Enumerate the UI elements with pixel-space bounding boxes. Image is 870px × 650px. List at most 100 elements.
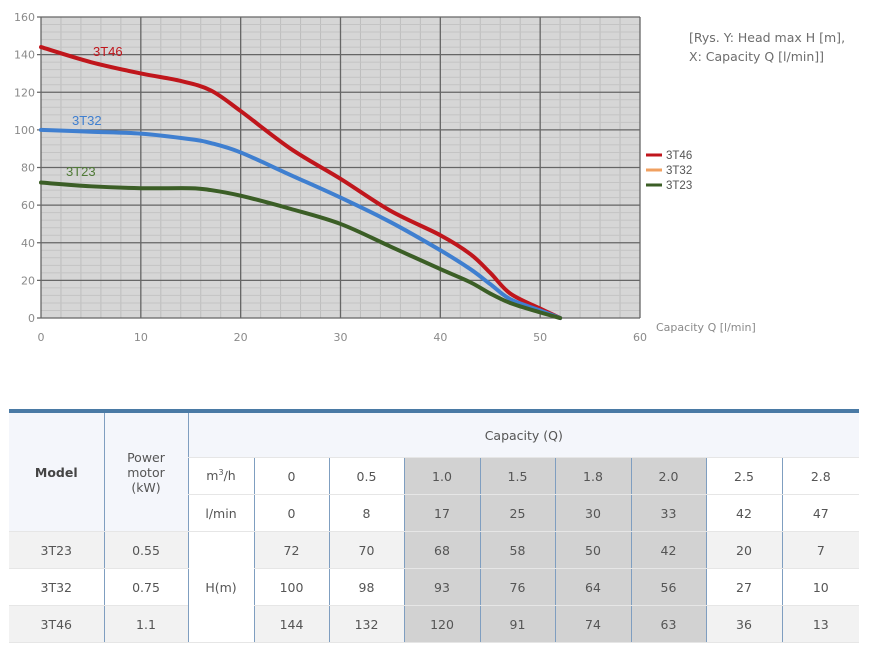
head-value: 20 (705, 531, 782, 569)
lmin-row: l/min 0 8 17 25 30 33 42 47 (9, 494, 860, 532)
spec-table: Model Power motor (kW) Capacity (Q) m3/h… (9, 409, 860, 643)
x-tick-label: 20 (234, 331, 248, 344)
curve-label-3T23: 3T23 (66, 164, 96, 179)
y-tick-label: 140 (14, 49, 35, 62)
x-tick-label: 50 (533, 331, 547, 344)
major-grid (37, 16, 641, 319)
power-header: Power motor (kW) (103, 411, 188, 532)
lmin-value: 8 (328, 494, 404, 532)
y-tick-label: 120 (14, 86, 35, 99)
head-value: 100 (253, 568, 329, 606)
legend-label-3T46: 3T46 (666, 150, 692, 162)
y-tick-label: 160 (14, 11, 35, 24)
y-axis-ticks: 0 20 40 60 80 100 120 140 160 (14, 11, 35, 325)
head-value: 42 (630, 531, 706, 569)
m3h-value: 1.8 (554, 457, 631, 495)
x-tick-label: 10 (134, 331, 148, 344)
power-cell: 1.1 (103, 605, 188, 643)
m3h-value: 1.5 (479, 457, 555, 495)
head-value: 64 (554, 568, 631, 606)
power-header-line: motor (127, 464, 165, 480)
model-cell: 3T32 (9, 568, 104, 606)
m3h-value: 2.0 (630, 457, 706, 495)
power-cell: 0.55 (103, 531, 188, 569)
unit-rest: /h (223, 468, 236, 484)
head-value: 93 (403, 568, 480, 606)
pump-curve-chart: 0 20 40 60 80 100 120 140 160 0 10 20 30 40 50 60 3T46… (14, 11, 756, 344)
x-axis-ticks: 0 10 20 30 40 50 60 (38, 331, 648, 344)
lmin-value: 47 (781, 494, 860, 532)
series-line-3T23 (39, 180, 563, 320)
head-value: 58 (479, 531, 555, 569)
m3h-value: 0.5 (328, 457, 404, 495)
y-tick-label: 20 (21, 274, 35, 287)
m3h-value: 0 (253, 457, 329, 495)
series-line-3T32 (39, 127, 563, 320)
y-tick-label: 0 (28, 312, 35, 325)
y-tick-label: 40 (21, 237, 35, 250)
head-value: 70 (328, 531, 404, 569)
head-value: 56 (630, 568, 706, 606)
m3h-value: 2.8 (781, 457, 860, 495)
head-value: 10 (781, 568, 860, 606)
lmin-value: 30 (554, 494, 631, 532)
head-value: 63 (630, 605, 706, 643)
y-tick-label: 60 (21, 199, 35, 212)
power-header-line: (kW) (131, 479, 161, 495)
head-value: 27 (705, 568, 782, 606)
m3h-value: 2.5 (705, 457, 782, 495)
caption-line-1: [Rys. Y: Head max H [m], (689, 30, 846, 45)
head-value: 132 (328, 605, 404, 643)
model-cell: 3T46 (9, 605, 104, 643)
power-cell: 0.75 (103, 568, 188, 606)
y-tick-label: 80 (21, 162, 35, 175)
head-value: 68 (403, 531, 480, 569)
head-value: 120 (403, 605, 480, 643)
power-header-line: Power (127, 449, 165, 465)
lmin-value: 25 (479, 494, 555, 532)
unit-sup: 3 (218, 468, 224, 478)
head-value: 144 (253, 605, 329, 643)
head-value: 74 (554, 605, 631, 643)
head-value: 98 (328, 568, 404, 606)
x-tick-label: 30 (334, 331, 348, 344)
x-tick-label: 40 (433, 331, 447, 344)
curve-label-3T32: 3T32 (72, 113, 102, 128)
model-header: Model (9, 411, 104, 532)
x-axis-label: Capacity Q [l/min] (656, 321, 756, 334)
figure-caption: [Rys. Y: Head max H [m], X: Capacity Q [… (689, 28, 869, 66)
unit-m3h: m3/h (187, 457, 254, 495)
legend-label-3T23: 3T23 (666, 180, 692, 192)
lmin-value: 0 (253, 494, 329, 532)
legend-label-3T32: 3T32 (666, 165, 692, 177)
m3h-row: m3/h 0 0.5 1.0 1.5 1.8 2.0 2.5 2.8 (9, 457, 860, 495)
unit-lmin: l/min (187, 494, 254, 532)
head-value: 7 (781, 531, 860, 569)
x-tick-label: 0 (38, 331, 45, 344)
table-row: 3T23 0.55 H(m) 72 70 68 58 50 42 20 7 (9, 531, 860, 643)
m3h-value: 1.0 (403, 457, 480, 495)
series-line-3T46 (39, 45, 563, 320)
curve-label-3T46: 3T46 (93, 44, 123, 59)
head-value: 91 (479, 605, 555, 643)
model-cell: 3T23 (9, 531, 104, 569)
lmin-value: 33 (630, 494, 706, 532)
head-value: 76 (479, 568, 555, 606)
lmin-value: 42 (705, 494, 782, 532)
lmin-value: 17 (403, 494, 480, 532)
curves (39, 45, 563, 320)
head-value: 72 (253, 531, 329, 569)
head-value: 50 (554, 531, 631, 569)
unit-base: m (206, 468, 219, 484)
head-value: 36 (705, 605, 782, 643)
capacity-header-row: Model Power motor (kW) Capacity (Q) (9, 411, 860, 532)
head-value: 13 (781, 605, 860, 643)
caption-line-2: X: Capacity Q [l/min]] (689, 49, 825, 64)
legend: 3T46 3T32 3T23 (646, 150, 692, 192)
x-tick-label: 60 (633, 331, 647, 344)
table-row: 3T32 0.75 100 98 93 76 64 56 27 10 (9, 568, 860, 606)
capacity-header: Capacity (Q) (187, 411, 860, 458)
y-tick-label: 100 (14, 124, 35, 137)
table-row: 3T46 1.1 144 132 120 91 74 63 36 13 (9, 605, 860, 643)
head-unit: H(m) (187, 531, 254, 643)
